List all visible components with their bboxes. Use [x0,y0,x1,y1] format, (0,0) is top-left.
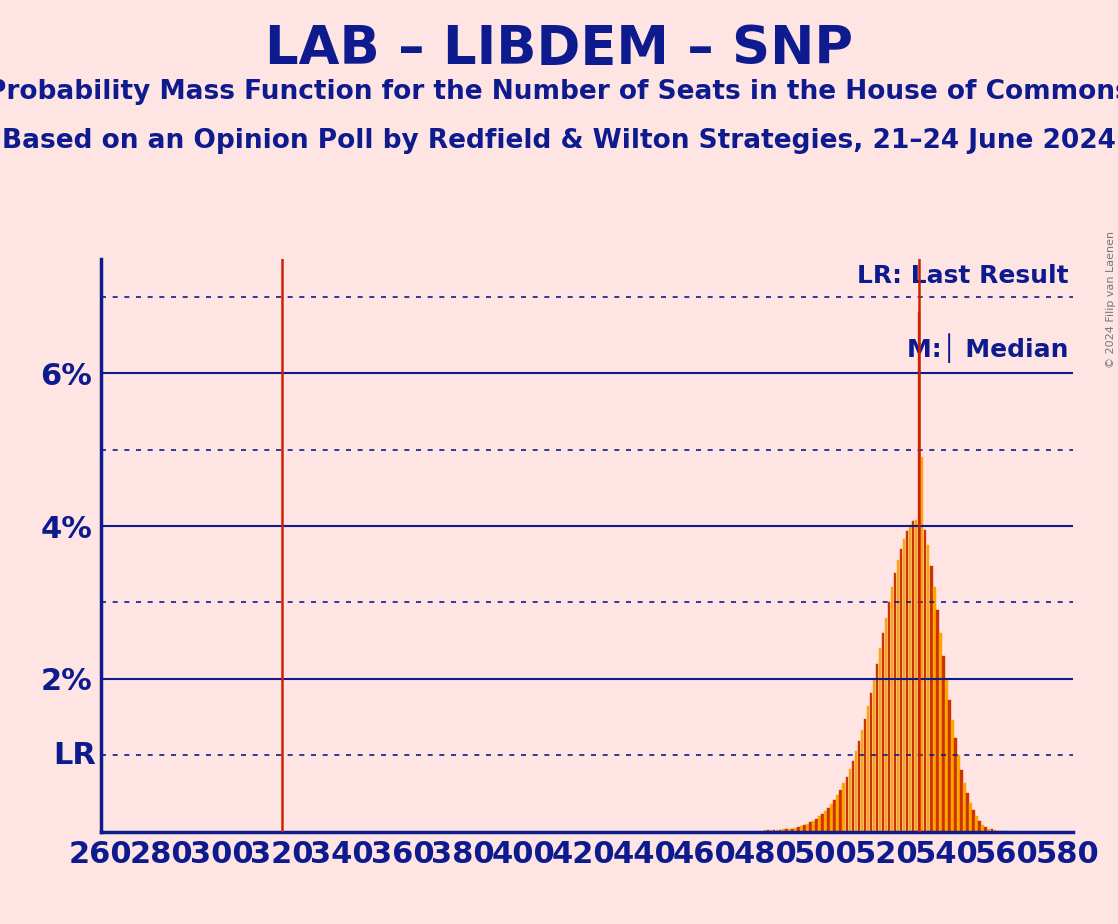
Bar [770,830,773,832]
Bar [783,830,785,832]
Bar [803,825,806,832]
Bar [891,587,893,832]
Bar [939,633,941,832]
Bar [861,730,863,832]
Bar [915,520,918,832]
Bar [767,830,769,832]
Bar [833,799,836,832]
Bar [849,769,851,832]
Bar [785,830,787,832]
Bar [903,539,906,832]
Bar [866,706,869,832]
Bar [776,830,778,832]
Bar [863,719,866,832]
Bar [882,633,884,832]
Bar [906,531,908,832]
Bar [966,794,969,832]
Bar [852,760,854,832]
Bar [824,811,827,832]
Bar [960,770,963,832]
Bar [925,529,927,832]
Bar [800,826,803,832]
Bar [945,679,948,832]
Bar [982,825,984,832]
Bar [879,649,881,832]
Bar [969,803,972,832]
Bar [773,830,776,832]
Bar [921,457,923,832]
Bar [934,587,936,832]
Bar [858,741,860,832]
Bar [843,784,845,832]
Bar [836,795,838,832]
Bar [797,827,799,832]
Bar [978,821,980,832]
Bar [794,828,797,832]
Bar [975,816,978,832]
Bar [827,808,830,832]
Bar [897,561,899,832]
Bar [909,526,911,832]
Bar [957,755,959,832]
Bar [918,312,920,832]
Bar [792,829,794,832]
Bar [930,565,932,832]
Bar [875,663,878,832]
Bar [845,776,847,832]
Bar [973,810,975,832]
Bar [809,822,812,832]
Bar [788,830,790,832]
Text: © 2024 Filip van Laenen: © 2024 Filip van Laenen [1106,231,1116,368]
Text: Based on an Opinion Poll by Redfield & Wilton Strategies, 21–24 June 2024: Based on an Opinion Poll by Redfield & W… [2,128,1116,153]
Bar [912,521,915,832]
Bar [985,827,987,832]
Bar [813,821,815,832]
Bar [936,610,938,832]
Bar [987,829,989,832]
Bar [854,751,858,832]
Bar [955,738,957,832]
Bar [806,824,808,832]
Text: LR: LR [53,741,96,770]
Bar [951,720,954,832]
Bar [822,814,824,832]
Text: Probability Mass Function for the Number of Seats in the House of Commons: Probability Mass Function for the Number… [0,79,1118,104]
Bar [779,830,781,832]
Bar [894,574,897,832]
Bar [900,549,902,832]
Bar [884,618,888,832]
Bar [994,830,996,832]
Bar [815,819,817,832]
Bar [873,678,875,832]
Bar [888,602,890,832]
Bar [870,693,872,832]
Bar [942,656,945,832]
Text: LAB – LIBDEM – SNP: LAB – LIBDEM – SNP [265,23,853,75]
Bar [840,790,842,832]
Bar [818,816,821,832]
Bar [831,804,833,832]
Bar [764,830,766,832]
Text: M:│ Median: M:│ Median [907,334,1069,363]
Bar [964,783,966,832]
Bar [927,545,929,832]
Text: LR: Last Result: LR: Last Result [856,264,1069,288]
Bar [948,700,950,832]
Bar [991,830,993,832]
